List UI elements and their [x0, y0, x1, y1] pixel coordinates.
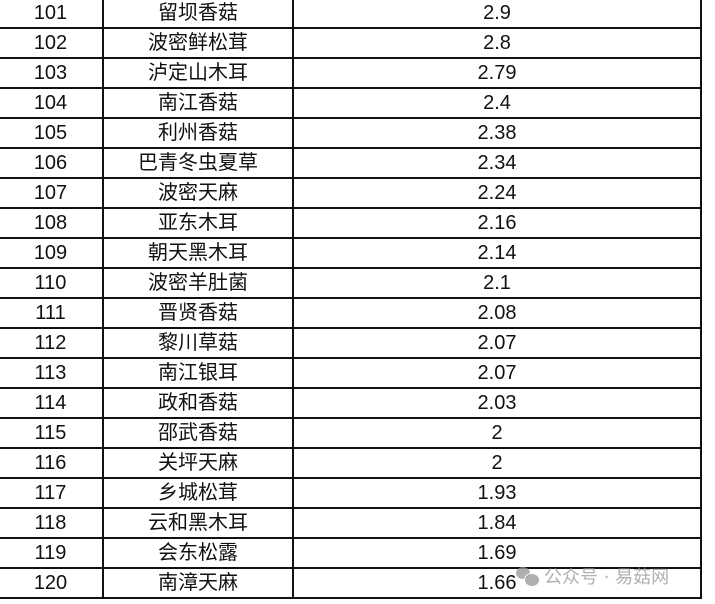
watermark-text: 公众号 · 易菇网: [544, 567, 670, 588]
table-row: 106 巴青冬虫夏草 2.34: [0, 147, 702, 179]
name-cell: 利州香菇: [102, 117, 294, 149]
name-cell: 巴青冬虫夏草: [102, 147, 294, 179]
table-row: 120 南漳天麻 1.66: [0, 567, 702, 599]
rank-cell: 106: [0, 147, 104, 179]
table-row: 105 利州香菇 2.38: [0, 117, 702, 149]
rank-cell: 117: [0, 477, 104, 509]
table-row: 112 黎川草菇 2.07: [0, 327, 702, 359]
value-cell: 2: [292, 447, 702, 479]
value-cell: 2.34: [292, 147, 702, 179]
value-cell: 2.03: [292, 387, 702, 419]
name-cell: 波密鲜松茸: [102, 27, 294, 59]
rank-cell: 104: [0, 87, 104, 119]
name-cell: 波密羊肚菌: [102, 267, 294, 299]
name-cell: 南漳天麻: [102, 567, 294, 599]
rank-cell: 105: [0, 117, 104, 149]
table-row: 117 乡城松茸 1.93: [0, 477, 702, 509]
table-row: 115 邵武香菇 2: [0, 417, 702, 449]
value-cell: 2.14: [292, 237, 702, 269]
name-cell: 留坝香菇: [102, 0, 294, 29]
name-cell: 晋贤香菇: [102, 297, 294, 329]
name-cell: 波密天麻: [102, 177, 294, 209]
value-cell: 2.1: [292, 267, 702, 299]
value-cell: 1.93: [292, 477, 702, 509]
rank-cell: 112: [0, 327, 104, 359]
table-row: 107 波密天麻 2.24: [0, 177, 702, 209]
name-cell: 关坪天麻: [102, 447, 294, 479]
rank-cell: 103: [0, 57, 104, 89]
value-cell: 2.79: [292, 57, 702, 89]
rank-cell: 110: [0, 267, 104, 299]
rank-cell: 102: [0, 27, 104, 59]
value-cell: 2: [292, 417, 702, 449]
table-row: 114 政和香菇 2.03: [0, 387, 702, 419]
table-row: 102 波密鲜松茸 2.8: [0, 27, 702, 59]
rank-cell: 114: [0, 387, 104, 419]
rank-cell: 118: [0, 507, 104, 539]
rank-cell: 115: [0, 417, 104, 449]
name-cell: 南江香菇: [102, 87, 294, 119]
value-cell: 2.4: [292, 87, 702, 119]
table-row: 116 关坪天麻 2: [0, 447, 702, 479]
table-row: 108 亚东木耳 2.16: [0, 207, 702, 239]
rank-cell: 116: [0, 447, 104, 479]
name-cell: 黎川草菇: [102, 327, 294, 359]
rank-cell: 101: [0, 0, 104, 29]
table-row: 119 会东松露 1.69: [0, 537, 702, 569]
value-cell: 1.84: [292, 507, 702, 539]
table-row: 103 泸定山木耳 2.79: [0, 57, 702, 89]
name-cell: 云和黑木耳: [102, 507, 294, 539]
wechat-icon: [516, 567, 540, 587]
value-cell: 2.16: [292, 207, 702, 239]
rank-cell: 107: [0, 177, 104, 209]
rank-cell: 120: [0, 567, 104, 599]
rank-cell: 108: [0, 207, 104, 239]
table-row: 109 朝天黑木耳 2.14: [0, 237, 702, 269]
value-cell: 2.24: [292, 177, 702, 209]
table-row: 113 南江银耳 2.07: [0, 357, 702, 389]
value-cell: 2.9: [292, 0, 702, 29]
value-cell: 2.07: [292, 357, 702, 389]
table-row: 110 波密羊肚菌 2.1: [0, 267, 702, 299]
rank-cell: 119: [0, 537, 104, 569]
value-cell: 2.07: [292, 327, 702, 359]
watermark: 公众号 · 易菇网: [516, 563, 669, 589]
name-cell: 乡城松茸: [102, 477, 294, 509]
table-row: 118 云和黑木耳 1.84: [0, 507, 702, 539]
value-cell: 1.66: [292, 567, 702, 599]
value-cell: 2.08: [292, 297, 702, 329]
table-row: 101 留坝香菇 2.9: [0, 0, 702, 29]
name-cell: 亚东木耳: [102, 207, 294, 239]
value-cell: 2.8: [292, 27, 702, 59]
name-cell: 会东松露: [102, 537, 294, 569]
name-cell: 政和香菇: [102, 387, 294, 419]
name-cell: 南江银耳: [102, 357, 294, 389]
rank-cell: 109: [0, 237, 104, 269]
ranking-table: 101 留坝香菇 2.9 102 波密鲜松茸 2.8 103 泸定山木耳 2.79 104 南江香菇…: [0, 0, 702, 599]
rank-cell: 113: [0, 357, 104, 389]
rank-cell: 111: [0, 297, 104, 329]
table-row: 111 晋贤香菇 2.08: [0, 297, 702, 329]
value-cell: 1.69: [292, 537, 702, 569]
table-row: 104 南江香菇 2.4: [0, 87, 702, 119]
value-cell: 2.38: [292, 117, 702, 149]
name-cell: 朝天黑木耳: [102, 237, 294, 269]
name-cell: 邵武香菇: [102, 417, 294, 449]
name-cell: 泸定山木耳: [102, 57, 294, 89]
